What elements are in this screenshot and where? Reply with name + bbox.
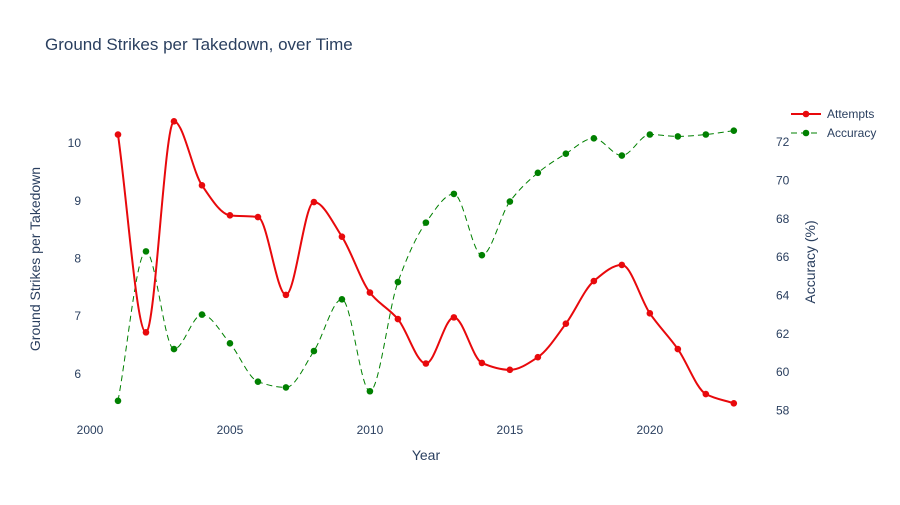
y2-tick-label: 64 [776, 288, 790, 302]
data-point-accuracy[interactable] [534, 169, 542, 177]
chart-title: Ground Strikes per Takedown, over Time [45, 35, 353, 54]
data-point-accuracy[interactable] [198, 311, 206, 318]
data-point-attempts[interactable] [478, 359, 486, 367]
data-point-accuracy[interactable] [394, 278, 402, 286]
data-point-attempts[interactable] [254, 213, 262, 221]
data-point-accuracy[interactable] [170, 345, 178, 353]
data-point-accuracy[interactable] [142, 248, 150, 255]
data-point-attempts[interactable] [170, 118, 178, 125]
data-point-accuracy[interactable] [702, 131, 710, 138]
y2-axis-ticks: 58 60 62 64 66 68 70 72 [776, 135, 790, 417]
data-point-accuracy[interactable] [226, 340, 234, 347]
legend-marker-accuracy [802, 129, 810, 137]
data-point-accuracy[interactable] [282, 384, 290, 391]
data-point-attempts[interactable] [562, 320, 570, 328]
y-tick-label: 10 [68, 136, 82, 150]
y-axis-title: Ground Strikes per Takedown [27, 167, 43, 351]
legend-item-attempts[interactable]: Attempts [791, 107, 874, 121]
data-point-attempts[interactable] [142, 329, 150, 336]
data-point-accuracy[interactable] [366, 387, 374, 395]
y-axis-ticks: 6 7 8 9 10 [68, 136, 82, 381]
data-point-accuracy[interactable] [590, 135, 598, 142]
data-point-attempts[interactable] [114, 131, 122, 138]
data-point-attempts[interactable] [674, 345, 682, 353]
data-point-accuracy[interactable] [674, 133, 682, 140]
data-point-accuracy[interactable] [338, 295, 346, 303]
data-point-accuracy[interactable] [646, 131, 654, 138]
y-tick-label: 6 [74, 367, 81, 381]
data-point-accuracy[interactable] [254, 378, 262, 385]
x-axis-title: Year [412, 447, 441, 463]
data-point-accuracy[interactable] [562, 150, 570, 157]
series-layer [114, 118, 738, 407]
series-accuracy [114, 127, 738, 405]
data-point-accuracy[interactable] [618, 152, 626, 159]
data-point-accuracy[interactable] [310, 347, 318, 355]
data-point-attempts[interactable] [702, 390, 710, 398]
data-point-attempts[interactable] [282, 291, 290, 299]
y2-tick-label: 70 [776, 173, 790, 187]
data-point-attempts[interactable] [422, 360, 430, 367]
data-point-accuracy[interactable] [114, 397, 122, 405]
series-attempts [114, 118, 738, 407]
y2-tick-label: 68 [776, 212, 790, 226]
y2-tick-label: 62 [776, 327, 790, 341]
legend-item-accuracy[interactable]: Accuracy [791, 126, 876, 140]
data-point-attempts[interactable] [534, 353, 542, 361]
data-point-attempts[interactable] [450, 314, 458, 321]
data-point-attempts[interactable] [226, 212, 234, 219]
data-point-accuracy[interactable] [730, 127, 738, 134]
x-tick-label: 2005 [217, 423, 244, 437]
data-point-attempts[interactable] [590, 277, 598, 285]
data-point-attempts[interactable] [618, 261, 626, 269]
y2-tick-label: 66 [776, 250, 790, 264]
y2-tick-label: 72 [776, 135, 790, 149]
y2-tick-label: 58 [776, 403, 790, 417]
data-point-attempts[interactable] [366, 289, 374, 296]
data-point-attempts[interactable] [730, 399, 738, 407]
data-point-attempts[interactable] [338, 233, 346, 240]
data-point-attempts[interactable] [506, 366, 514, 374]
y-tick-label: 7 [74, 309, 81, 323]
legend-label-accuracy: Accuracy [827, 126, 876, 140]
x-tick-label: 2010 [357, 423, 384, 437]
y-tick-label: 8 [74, 252, 81, 266]
y2-tick-label: 60 [776, 365, 790, 379]
data-point-accuracy[interactable] [478, 251, 486, 259]
data-point-accuracy[interactable] [506, 198, 514, 205]
y2-axis-title: Accuracy (%) [802, 220, 818, 303]
legend[interactable]: Attempts Accuracy [791, 107, 876, 140]
x-tick-label: 2000 [77, 423, 104, 437]
y-tick-label: 9 [74, 194, 81, 208]
data-point-attempts[interactable] [394, 315, 402, 323]
data-point-attempts[interactable] [646, 310, 654, 317]
x-tick-label: 2020 [636, 423, 663, 437]
legend-label-attempts: Attempts [827, 107, 874, 121]
data-point-attempts[interactable] [310, 198, 318, 206]
data-point-attempts[interactable] [198, 182, 206, 189]
data-point-accuracy[interactable] [450, 190, 458, 198]
data-point-accuracy[interactable] [422, 219, 430, 226]
x-axis-ticks: 2000 2005 2010 2015 2020 [77, 423, 664, 437]
legend-marker-attempts [802, 110, 810, 118]
x-tick-label: 2015 [497, 423, 524, 437]
